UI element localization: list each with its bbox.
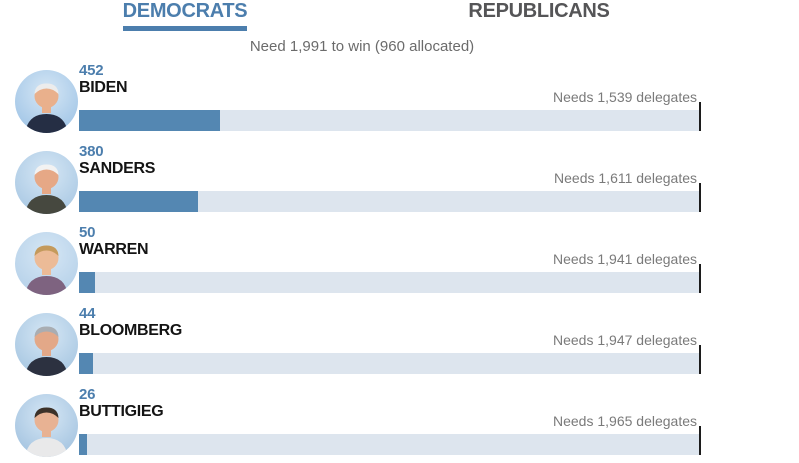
delegate-bar-track (79, 434, 700, 455)
win-threshold-tick (699, 426, 701, 455)
tab-republicans[interactable]: REPUBLICANS (362, 0, 716, 31)
candidate-row-warren: 50 WARREN Needs 1,941 delegates (0, 224, 799, 302)
delegate-bar-fill (79, 110, 220, 131)
delegate-count: 26 (79, 386, 96, 403)
candidate-row-biden: 452 BIDEN Needs 1,539 delegates (0, 62, 799, 140)
candidate-name: BUTTIGIEG (79, 403, 164, 420)
delegate-bar-fill (79, 353, 93, 374)
delegate-count: 50 (79, 224, 96, 241)
win-threshold-tick (699, 264, 701, 293)
win-threshold-tick (699, 183, 701, 212)
delegate-bar-fill (79, 191, 198, 212)
needs-label: Needs 1,941 delegates (553, 251, 697, 267)
delegate-bar-track (79, 272, 700, 293)
biden-photo (15, 70, 78, 133)
delegate-bar-track (79, 110, 700, 131)
needs-label: Needs 1,539 delegates (553, 89, 697, 105)
delegate-bar-fill (79, 434, 88, 455)
delegate-bar-fill (79, 272, 95, 293)
needs-label: Needs 1,947 delegates (553, 332, 697, 348)
threshold-subtitle: Need 1,991 to win (960 allocated) (249, 38, 475, 55)
warren-photo (15, 232, 78, 295)
tab-democrats-label: DEMOCRATS (122, 0, 248, 31)
win-threshold-tick (699, 345, 701, 374)
delegate-count: 380 (79, 143, 104, 160)
sanders-photo (15, 151, 78, 214)
candidate-name: BIDEN (79, 79, 128, 96)
needs-label: Needs 1,611 delegates (554, 170, 697, 186)
candidate-row-sanders: 380 SANDERS Needs 1,611 delegates (0, 143, 799, 221)
needs-label: Needs 1,965 delegates (553, 413, 697, 429)
candidate-name: WARREN (79, 241, 149, 258)
buttigieg-photo (15, 394, 78, 457)
candidate-row-buttigieg: 26 BUTTIGIEG Needs 1,965 delegates (0, 386, 799, 463)
delegate-count: 452 (79, 62, 104, 79)
party-tabs: DEMOCRATS REPUBLICANS (8, 0, 716, 31)
candidate-name: SANDERS (79, 160, 156, 177)
candidate-name: BLOOMBERG (79, 322, 183, 339)
bloomberg-photo (15, 313, 78, 376)
delegate-bar-track (79, 191, 700, 212)
delegate-count: 44 (79, 305, 96, 322)
tab-democrats[interactable]: DEMOCRATS (8, 0, 362, 31)
delegate-bar-track (79, 353, 700, 374)
tab-republicans-label: REPUBLICANS (468, 0, 610, 22)
candidate-row-bloomberg: 44 BLOOMBERG Needs 1,947 delegates (0, 305, 799, 383)
win-threshold-tick (699, 102, 701, 131)
